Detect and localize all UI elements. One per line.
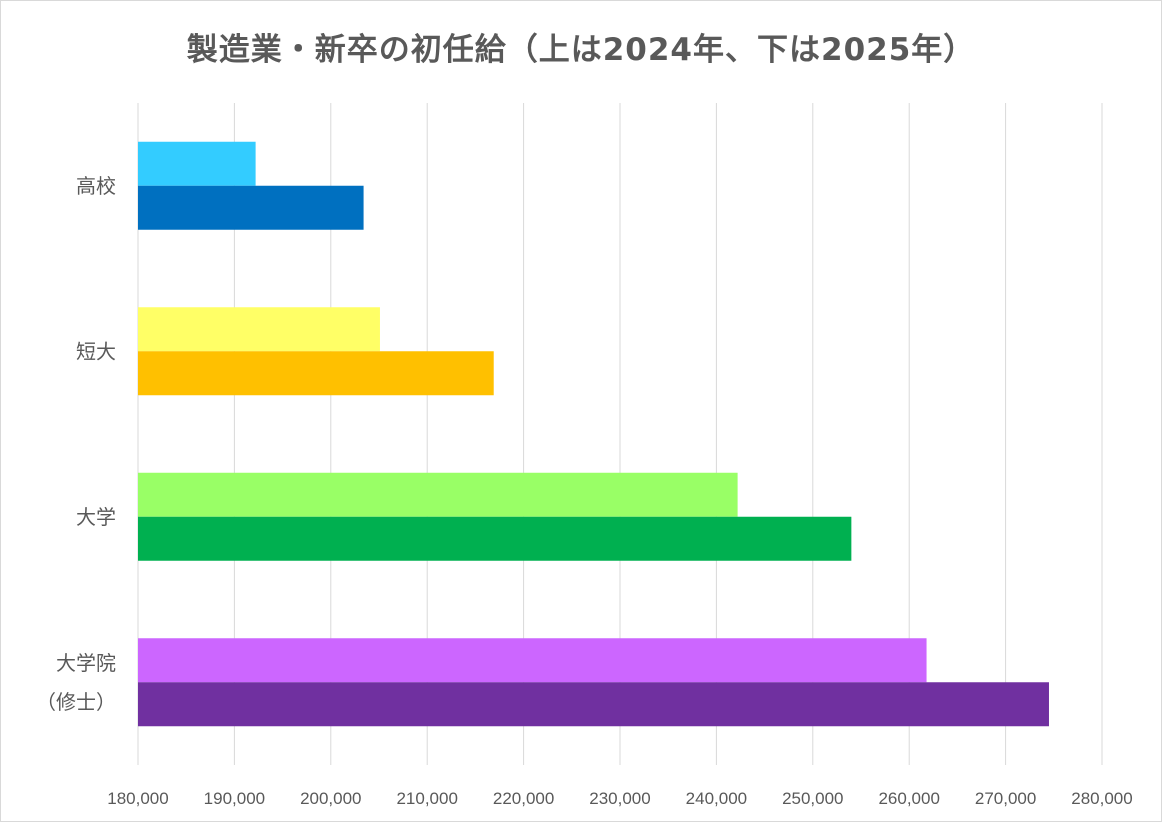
x-tick-label: 270,000 bbox=[975, 789, 1036, 808]
bar-2025 bbox=[138, 682, 1049, 727]
x-tick-label: 210,000 bbox=[396, 789, 457, 808]
category-label: 短大 bbox=[76, 339, 116, 363]
x-tick-label: 200,000 bbox=[300, 789, 361, 808]
x-tick-label: 190,000 bbox=[204, 789, 265, 808]
x-tick-label: 250,000 bbox=[782, 789, 843, 808]
x-tick-label: 280,000 bbox=[1071, 789, 1132, 808]
x-tick-label: 260,000 bbox=[878, 789, 939, 808]
bars bbox=[138, 141, 1049, 727]
x-tick-label: 180,000 bbox=[107, 789, 168, 808]
bar-2025 bbox=[138, 351, 494, 396]
category-label: 大学院 bbox=[56, 651, 116, 675]
category-label: 高校 bbox=[76, 174, 116, 198]
bar-2024 bbox=[138, 307, 380, 352]
bar-2025 bbox=[138, 516, 852, 561]
x-tick-label: 240,000 bbox=[686, 789, 747, 808]
x-tick-label: 230,000 bbox=[589, 789, 650, 808]
x-tick-label: 220,000 bbox=[493, 789, 554, 808]
chart-title: 製造業・新卒の初任給（上は2024年、下は2025年） bbox=[186, 32, 976, 68]
bar-2025 bbox=[138, 185, 364, 230]
category-label: 大学 bbox=[76, 505, 116, 529]
category-label: （修士） bbox=[36, 690, 116, 714]
x-axis-ticks: 180,000 190,000 200,000 210,000 220,000 230,0… bbox=[107, 789, 1132, 808]
bar-2024 bbox=[138, 638, 927, 683]
bar-2024 bbox=[138, 141, 256, 186]
bar-2024 bbox=[138, 472, 738, 517]
